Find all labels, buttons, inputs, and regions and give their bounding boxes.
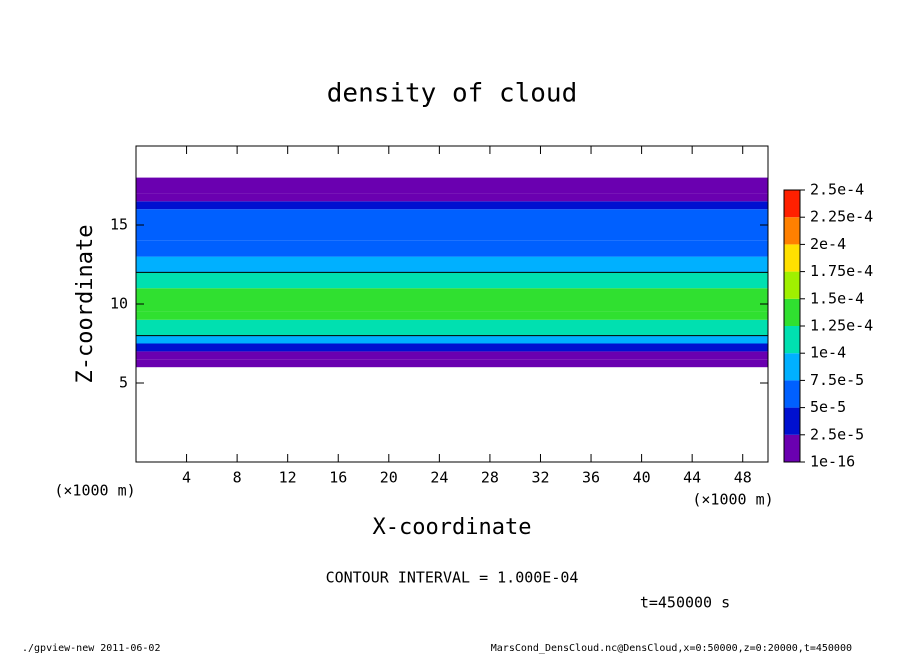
x-tick-label: 8 (233, 469, 242, 487)
x-tick-label: 24 (430, 469, 448, 487)
density-band (136, 359, 768, 368)
density-band (136, 240, 768, 257)
footer-right: MarsCond_DensCloud.nc@DensCloud,x=0:5000… (491, 643, 852, 654)
contour-interval: CONTOUR INTERVAL = 1.000E-04 (326, 569, 579, 587)
density-band (136, 351, 768, 360)
density-band (136, 343, 768, 352)
x-tick-label: 44 (683, 469, 701, 487)
colorbar-swatch (784, 380, 800, 408)
colorbar-label: 2e-4 (810, 235, 846, 253)
colorbar-swatch (784, 190, 800, 218)
density-band (136, 201, 768, 210)
colorbar-label: 1.75e-4 (810, 262, 873, 280)
density-band (136, 311, 768, 320)
x-tick-label: 48 (734, 469, 752, 487)
y-tick-label: 5 (119, 374, 128, 392)
density-band (136, 256, 768, 273)
colorbar-swatch (784, 353, 800, 381)
colorbar-swatch (784, 271, 800, 299)
y-axis-label: Z-coordinate (73, 225, 98, 384)
density-band (136, 288, 768, 312)
colorbar-swatch (784, 298, 800, 326)
x-tick-label: 32 (531, 469, 549, 487)
footer-left: ./gpview-new 2011-06-02 (22, 643, 160, 654)
x-tick-label: 16 (329, 469, 347, 487)
colorbar-label: 1.5e-4 (810, 289, 864, 307)
density-band (136, 177, 768, 194)
colorbar-swatch (784, 407, 800, 435)
colorbar-label: 2.25e-4 (810, 208, 873, 226)
density-band (136, 272, 768, 289)
colorbar-label: 1.25e-4 (810, 317, 873, 335)
x-tick-label: 36 (582, 469, 600, 487)
y-tick-label: 10 (110, 295, 128, 313)
colorbar-label: 1e-16 (810, 453, 855, 471)
colorbar-label: 2.5e-4 (810, 181, 864, 199)
x-unit: (×1000 m) (692, 491, 773, 509)
time-label: t=450000 s (640, 594, 730, 612)
colorbar-swatch (784, 244, 800, 272)
density-band (136, 319, 768, 336)
y-unit: (×1000 m) (54, 482, 135, 500)
density-band (136, 225, 768, 241)
colorbar-swatch (784, 217, 800, 245)
x-axis-label: X-coordinate (373, 515, 532, 540)
chart-title: density of cloud (327, 79, 577, 109)
colorbar-label: 7.5e-5 (810, 371, 864, 389)
colorbar-label: 1e-4 (810, 344, 846, 362)
x-tick-label: 28 (481, 469, 499, 487)
density-band (136, 193, 768, 202)
x-tick-label: 20 (380, 469, 398, 487)
density-band (136, 209, 768, 225)
colorbar-label: 2.5e-5 (810, 425, 864, 443)
density-band (136, 335, 768, 344)
colorbar-label: 5e-5 (810, 398, 846, 416)
x-tick-label: 12 (279, 469, 297, 487)
colorbar-swatch (784, 434, 800, 462)
x-tick-label: 4 (182, 469, 191, 487)
x-tick-label: 40 (633, 469, 651, 487)
colorbar-swatch (784, 326, 800, 354)
y-tick-label: 15 (110, 216, 128, 234)
